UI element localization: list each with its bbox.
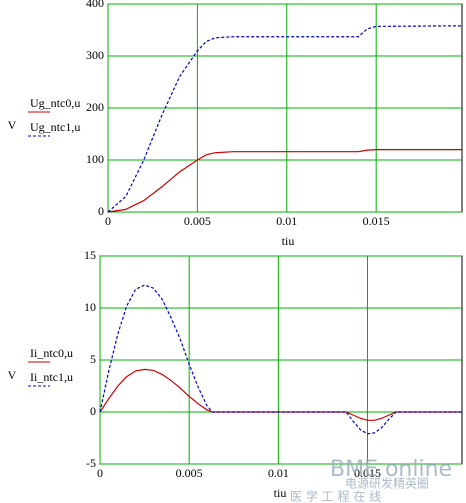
series-line [99, 284, 462, 435]
legend-label: Ug_ntc0,u [30, 96, 80, 110]
x-tick-label: 0.005 [184, 214, 211, 228]
x-tick-label: 0 [105, 214, 111, 228]
y-tick-label: 0 [98, 204, 104, 218]
y-tick-label: 0 [90, 404, 96, 418]
watermark: 电源研发精英圈 [345, 476, 429, 491]
y-tick-label: 10 [84, 300, 96, 314]
y-tick-label: 400 [86, 0, 104, 10]
watermark: BME online [330, 457, 452, 482]
series-line [99, 368, 462, 421]
y-tick-label: 5 [90, 352, 96, 366]
series-line [107, 149, 462, 213]
y-tick-label: 15 [84, 248, 96, 262]
x-tick-label: 0.015 [354, 466, 381, 480]
y-axis-label: V [8, 118, 17, 132]
y-tick-label: 100 [86, 152, 104, 166]
watermark: 医 学 工 程 在 线 [290, 489, 381, 503]
y-tick-label: 300 [86, 48, 104, 62]
x-tick-label: 0.01 [268, 466, 289, 480]
x-axis-label: tiu [282, 234, 295, 248]
y-tick-label: 200 [86, 100, 104, 114]
x-axis-label: tiu [274, 486, 287, 500]
y-axis-label: V [8, 368, 17, 382]
legend-label: Ii_ntc1,u [30, 370, 73, 384]
legend-label: Ii_ntc0,u [30, 346, 73, 360]
y-tick-label: -5 [86, 456, 96, 470]
x-tick-label: 0.01 [276, 214, 297, 228]
x-tick-label: 0 [97, 466, 103, 480]
series-line [107, 25, 463, 213]
legend-label: Ug_ntc1,u [30, 120, 80, 134]
x-tick-label: 0.005 [176, 466, 203, 480]
x-tick-label: 0.015 [363, 214, 390, 228]
